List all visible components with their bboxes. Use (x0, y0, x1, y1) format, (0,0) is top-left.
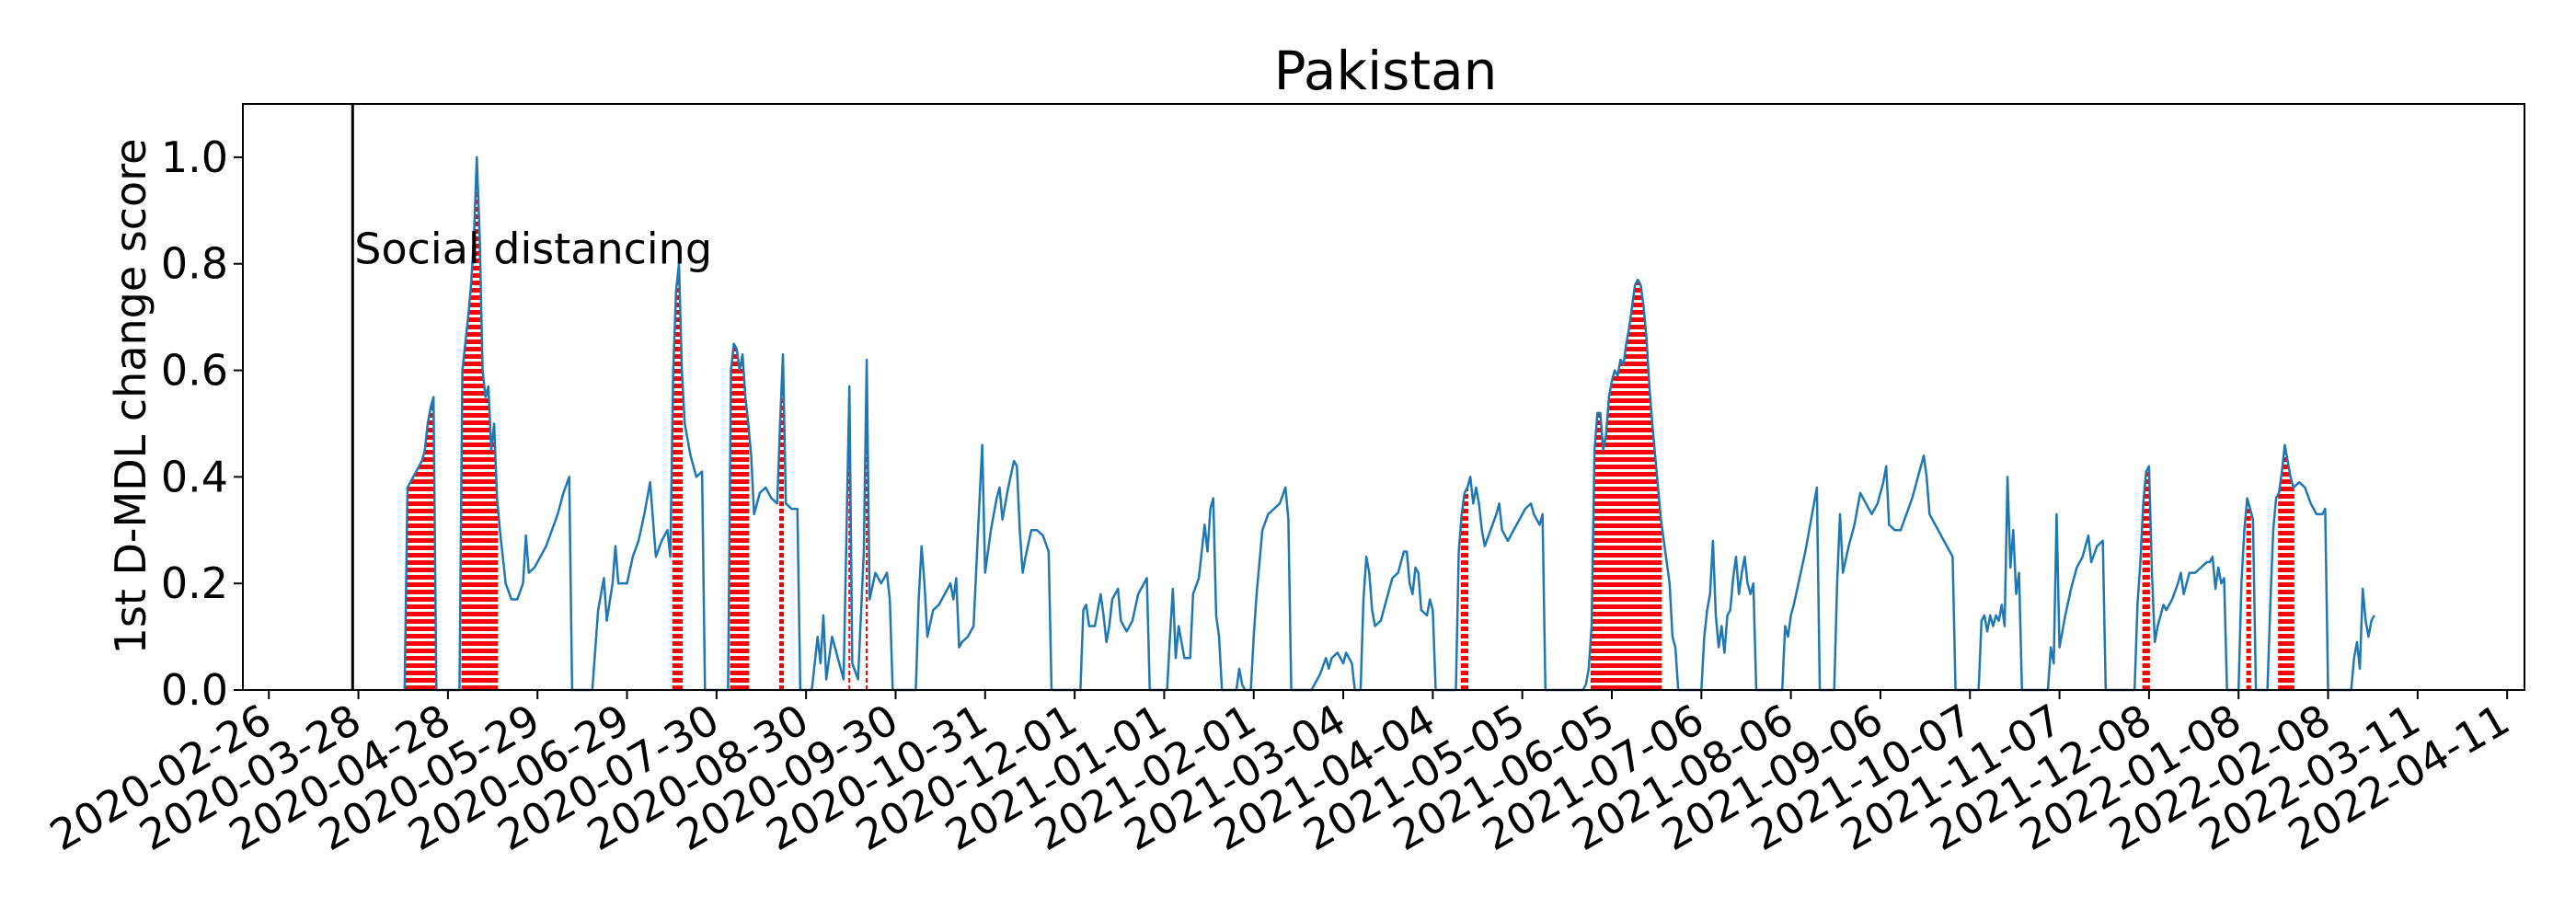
plot-frame (242, 103, 2525, 691)
y-tick-label: 0.0 (161, 665, 228, 715)
alarm-markers (405, 156, 2294, 690)
y-tick-label: 0.4 (161, 452, 228, 501)
y-tick-label: 1.0 (161, 132, 228, 182)
event-marker: Social distancing (351, 104, 712, 690)
y-axis: 0.0 0.2 0.4 0.6 0.8 1.0 (161, 132, 243, 715)
x-axis: 2020-02-262020-03-282020-04-282020-05-29… (41, 690, 2518, 860)
y-axis-label: 1st D-MDL change score (106, 139, 155, 655)
annotation-text: Social distancing (354, 224, 712, 274)
plot-title: Pakistan (1274, 40, 1498, 102)
y-tick-label: 0.8 (161, 239, 228, 289)
y-tick-label: 0.2 (161, 558, 228, 608)
y-tick-label: 0.6 (161, 346, 228, 396)
chart-title: Pakistan (1274, 40, 1498, 102)
series-lines (403, 155, 2375, 692)
series-line (403, 155, 2375, 692)
